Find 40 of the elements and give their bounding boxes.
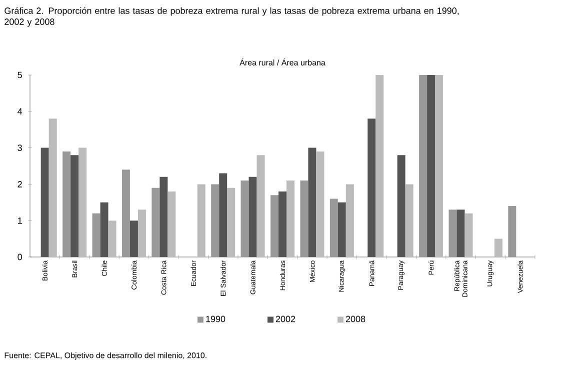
bar (300, 180, 308, 257)
bar (256, 155, 265, 257)
bar (494, 238, 502, 257)
bar (152, 188, 160, 257)
source-note: Fuente: CEPAL, Objetivo de desarrollo del milenio, 2010. (4, 352, 206, 360)
bar (240, 180, 249, 257)
bar (448, 210, 457, 257)
bar (405, 184, 414, 257)
bar (346, 184, 354, 257)
bar (92, 213, 100, 257)
bar (48, 118, 57, 257)
bar (168, 191, 176, 257)
y-tick-label: 0 (18, 254, 22, 260)
legend-label: 2008 (346, 316, 366, 322)
bar (435, 75, 444, 257)
y-tick-label: 1 (18, 218, 22, 224)
bar (464, 213, 473, 257)
bar (330, 198, 338, 257)
bar (211, 184, 220, 257)
bar (419, 75, 428, 257)
chart-title: Gráfica 2. Proporción entre las tasas de pobreza extrema rural y las tasas de pobreza extrema urbana en 1990, 2002 y 2008 (4, 7, 459, 27)
bar (122, 170, 130, 257)
bar (62, 151, 71, 257)
bar (316, 151, 324, 257)
y-tick-label: 4 (18, 108, 22, 114)
legend-label: 1990 (206, 316, 226, 322)
bar (78, 148, 87, 257)
legend-label: 2002 (276, 316, 296, 322)
y-tick-label: 3 (18, 144, 22, 151)
bar (227, 188, 236, 257)
y-tick-label: 5 (18, 72, 22, 78)
bar (108, 220, 116, 257)
y-tick-label: 2 (18, 181, 22, 188)
chart-subtitle: Área rural / Área urbana (240, 58, 326, 66)
bar (270, 195, 278, 257)
bar (286, 180, 295, 257)
bar (138, 210, 146, 257)
bar (508, 206, 516, 257)
bar (376, 75, 384, 257)
bar (197, 184, 206, 257)
